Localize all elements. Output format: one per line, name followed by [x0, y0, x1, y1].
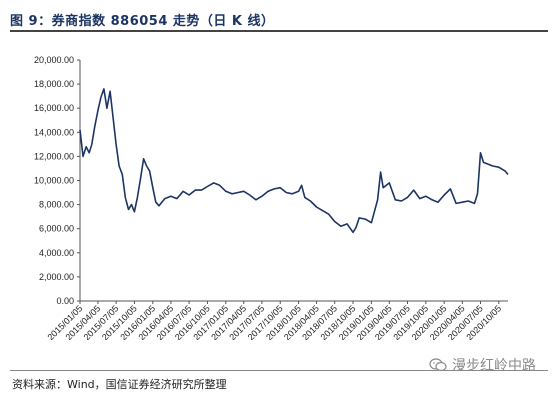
y-tick-label: 16,000.00	[34, 103, 74, 113]
y-tick-label: 18,000.00	[34, 79, 74, 89]
y-axis: 0.00 2,000.00 4,000.00 6,000.00 8,000.00 10,0…	[34, 55, 81, 306]
x-axis: 2015/01/052015/04/052015/07/052015/10/05…	[45, 300, 508, 340]
series-line-brokerage-index	[79, 88, 509, 234]
wechat-icon	[429, 358, 447, 372]
y-tick-label: 20,000.00	[34, 55, 74, 65]
title-bar: 图 9：券商指数 886054 走势（日 K 线）	[10, 8, 548, 32]
y-tick-label: 2,000.00	[39, 272, 74, 282]
y-tick-label: 8,000.00	[39, 200, 74, 210]
line-chart: 0.00 2,000.00 4,000.00 6,000.00 8,000.00 10,0…	[34, 55, 509, 340]
y-tick-label: 0.00	[56, 296, 74, 306]
y-tick-label: 4,000.00	[39, 248, 74, 258]
source-note: 资料来源：Wind，国信证券经济研究所整理	[12, 378, 227, 391]
watermark-text: 漫步红岭中路	[452, 358, 536, 374]
y-tick-label: 10,000.00	[34, 176, 74, 186]
chart-title: 图 9：券商指数 886054 走势（日 K 线）	[10, 14, 275, 29]
footer-divider	[10, 370, 548, 371]
y-tick-label: 14,000.00	[34, 127, 74, 137]
watermark: 漫步红岭中路	[429, 355, 536, 375]
y-tick-label: 6,000.00	[39, 224, 74, 234]
y-tick-label: 12,000.00	[34, 151, 74, 161]
